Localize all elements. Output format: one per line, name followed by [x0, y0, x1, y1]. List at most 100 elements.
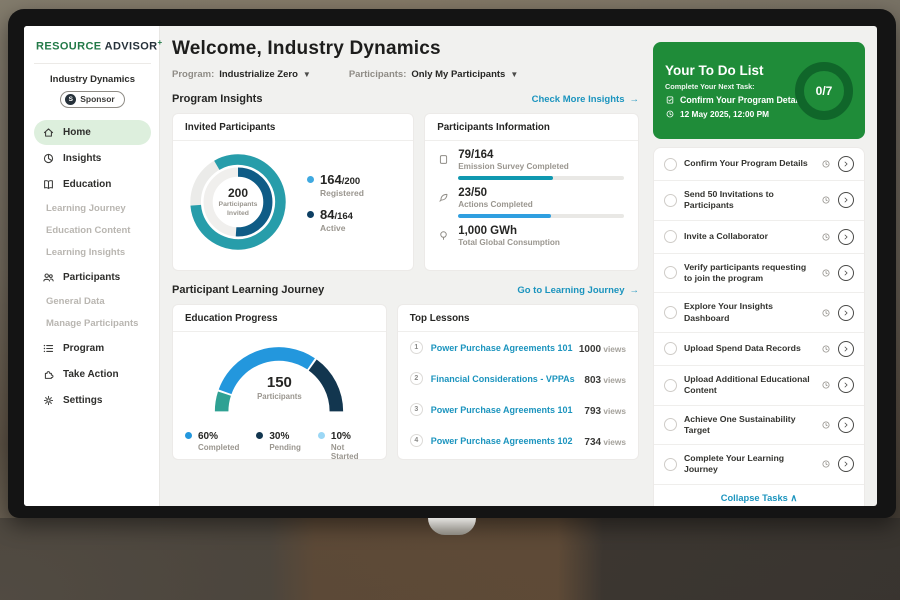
task-checkbox[interactable] — [664, 378, 677, 392]
task-label: Complete Your Learning Journey — [684, 453, 785, 475]
task-open-button[interactable] — [838, 377, 854, 394]
section-title: Participant Learning Journey — [172, 284, 325, 296]
sidebar-item-general-data[interactable]: General Data — [46, 296, 105, 308]
clock-icon — [822, 269, 830, 277]
stat-value: 79/164 — [458, 149, 494, 161]
task-row: Explore Your Insights Dashboard — [654, 293, 864, 333]
lesson-link[interactable]: Power Purchase Agreements 102 — [430, 435, 573, 446]
participants-information-card: Participants Information 79/164 Emission… — [424, 113, 639, 271]
task-checkbox[interactable] — [664, 193, 677, 207]
clock-icon — [822, 460, 830, 468]
task-checkbox[interactable] — [664, 157, 677, 171]
registered-label: Registered — [320, 187, 364, 198]
clock-icon — [666, 110, 674, 117]
logo-plus: + — [157, 38, 163, 47]
task-open-button[interactable] — [838, 456, 854, 473]
emission-progress-bar — [458, 176, 624, 180]
collapse-tasks-link[interactable]: Collapse Tasks ∧ — [654, 485, 864, 506]
sidebar-item-learning-insights[interactable]: Learning Insights — [46, 247, 126, 259]
sidebar-item-manage-participants[interactable]: Manage Participants — [46, 318, 139, 330]
task-checkbox[interactable] — [664, 418, 677, 432]
insights-cards-row: Invited Participants 200 Participants In… — [172, 113, 639, 271]
task-open-button[interactable] — [838, 264, 854, 281]
chevron-right-icon — [844, 161, 848, 167]
task-checkbox[interactable] — [664, 230, 677, 244]
check-more-insights-link[interactable]: Check More Insights → — [532, 94, 639, 105]
card-title: Invited Participants — [173, 114, 414, 141]
consumption-stat: 1,000 GWh Total Global Consumption — [437, 225, 624, 247]
lesson-link[interactable]: Financial Considerations - VPPAs — [430, 373, 575, 384]
go-to-learning-journey-link[interactable]: Go to Learning Journey → — [517, 285, 639, 296]
chevron-right-icon — [844, 422, 848, 428]
sidebar-item-education-content[interactable]: Education Content — [46, 225, 131, 237]
task-label: Upload Additional Educational Content — [684, 373, 810, 396]
pending-label: Pending — [269, 443, 301, 452]
views-suffix: views — [601, 405, 626, 416]
home-icon — [43, 128, 54, 137]
stat-label: Emission Survey Completed — [458, 162, 569, 171]
sidebar-item-learning-journey[interactable]: Learning Journey — [46, 203, 126, 215]
task-checkbox[interactable] — [664, 457, 677, 471]
sponsor-badge-icon: S — [65, 93, 77, 105]
org-block: Industry Dynamics S Sponsor — [34, 62, 151, 108]
not-started-label: Not Started — [330, 443, 359, 460]
lesson-link[interactable]: Power Purchase Agreements 101 — [430, 404, 573, 415]
clock-icon — [822, 309, 830, 317]
sponsor-badge[interactable]: S Sponsor — [60, 90, 125, 108]
task-open-button[interactable] — [838, 192, 854, 209]
active-total: /164 — [334, 210, 353, 222]
active-value: 84 — [320, 206, 335, 222]
donut-center: 200 Participants Invited — [185, 149, 291, 255]
task-open-button[interactable] — [838, 304, 854, 321]
sidebar-item-participants[interactable]: Participants — [34, 265, 151, 290]
sidebar-item-insights[interactable]: Insights — [34, 146, 151, 171]
sidebar-item-home[interactable]: Home — [34, 119, 151, 145]
todo-panel: Your To Do List Complete Your Next Task:… — [647, 26, 877, 506]
sidebar-item-program[interactable]: Program — [34, 336, 151, 361]
lesson-row: 3 Power Purchase Agreements 101 793 view… — [398, 394, 638, 425]
sidebar-item-take-action[interactable]: Take Action — [34, 362, 151, 387]
participants-count: 150 — [266, 374, 292, 391]
sidebar-item-label: Education — [63, 178, 112, 190]
task-open-button[interactable] — [838, 416, 854, 433]
clock-icon — [822, 160, 830, 168]
participants-dropdown[interactable]: Participants: Only My Participants ▼ — [349, 69, 518, 80]
task-open-button[interactable] — [838, 156, 854, 172]
invited-participants-card: Invited Participants 200 Participants In… — [172, 113, 415, 271]
task-checkbox[interactable] — [664, 306, 677, 320]
views-count: 803 — [584, 374, 602, 386]
participants-value: Only My Participants — [411, 69, 506, 80]
gauge-center: 150 Participants — [206, 374, 352, 401]
invited-count: 200 — [227, 185, 249, 200]
program-dropdown[interactable]: Program: Industrialize Zero ▼ — [172, 69, 311, 80]
task-checkbox[interactable] — [664, 266, 677, 280]
task-checkbox[interactable] — [664, 342, 677, 356]
sidebar-item-settings[interactable]: Settings — [34, 388, 151, 413]
views-suffix: views — [601, 374, 626, 385]
registered-dot-icon — [307, 175, 314, 183]
registered-total: /200 — [341, 175, 361, 187]
participants-count-label: Participants — [257, 392, 302, 401]
task-row: Upload Additional Educational Content — [654, 366, 864, 406]
task-label: Verify participants requesting to join t… — [684, 261, 807, 283]
pending-dot-icon — [256, 432, 264, 439]
app-logo: RESOURCE ADVISOR+ — [34, 38, 162, 53]
lesson-link[interactable]: Power Purchase Agreements 101 — [430, 342, 573, 353]
sidebar-item-label: Program — [63, 342, 105, 354]
task-open-button[interactable] — [838, 228, 854, 245]
lesson-row: 5 Power Purchase Agreements 103 600 view… — [398, 456, 638, 459]
page-title: Welcome, Industry Dynamics — [172, 38, 441, 59]
education-legend: 60% Completed 30% Pending — [173, 425, 386, 460]
active-label: Active — [320, 222, 346, 233]
task-open-button[interactable] — [838, 340, 854, 357]
education-gauge-chart: 150 Participants — [206, 336, 352, 425]
sidebar-item-education[interactable]: Education — [34, 172, 151, 197]
chevron-right-icon — [844, 197, 848, 203]
legend-registered: 164 /200 Registered — [307, 172, 364, 198]
dashboard-screen: RESOURCE ADVISOR+ Industry Dynamics S Sp… — [24, 26, 877, 506]
link-label: Go to Learning Journey — [517, 284, 625, 296]
pie-chart-icon — [43, 153, 54, 163]
program-value: Industrialize Zero — [219, 69, 298, 80]
gauge-svg — [215, 347, 344, 412]
todo-due-date: 12 May 2025, 12:00 PM — [665, 109, 787, 119]
